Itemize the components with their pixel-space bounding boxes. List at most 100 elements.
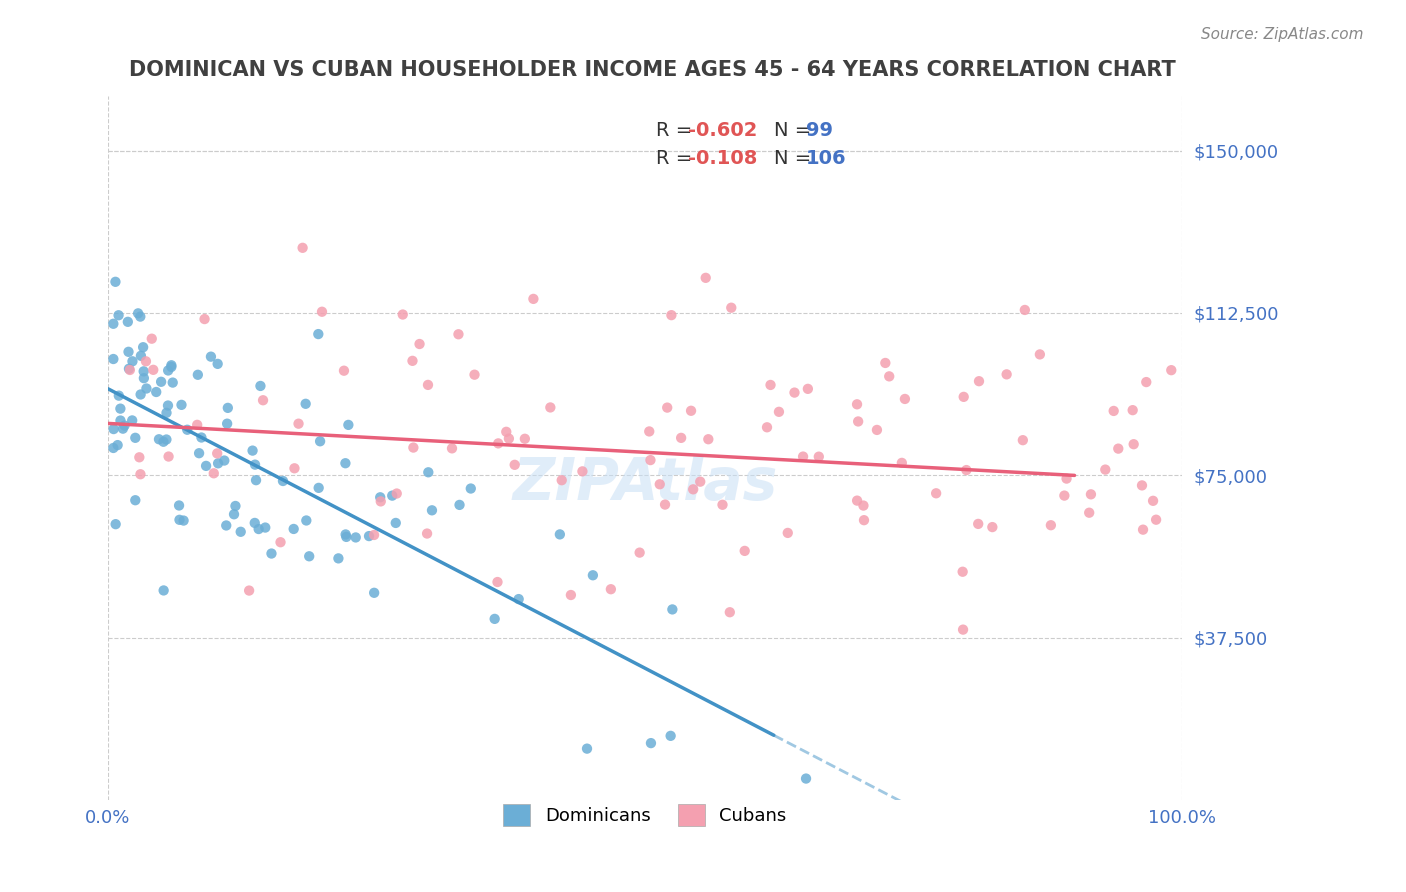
Point xyxy=(132,371,155,385)
Point xyxy=(155,406,177,420)
Point xyxy=(124,493,146,508)
Point xyxy=(363,528,385,542)
Point xyxy=(385,486,408,500)
Point xyxy=(967,516,990,531)
Point xyxy=(291,241,314,255)
Point xyxy=(1122,437,1144,451)
Point xyxy=(214,453,236,467)
Point xyxy=(503,458,526,472)
Point xyxy=(129,467,152,482)
Point xyxy=(759,378,782,392)
Point xyxy=(718,605,741,619)
Point xyxy=(335,456,357,470)
Point xyxy=(156,399,179,413)
Point xyxy=(797,382,820,396)
Point xyxy=(145,384,167,399)
Point xyxy=(381,489,404,503)
Point xyxy=(157,450,180,464)
Text: -0.108: -0.108 xyxy=(688,149,758,169)
Point xyxy=(142,363,165,377)
Point xyxy=(205,446,228,460)
Point xyxy=(1144,513,1167,527)
Point xyxy=(460,482,482,496)
Point xyxy=(1011,433,1033,447)
Point xyxy=(121,354,143,368)
Point xyxy=(551,473,574,487)
Point xyxy=(229,524,252,539)
Point xyxy=(124,431,146,445)
Point xyxy=(498,432,520,446)
Point xyxy=(852,499,875,513)
Point xyxy=(129,349,152,363)
Point xyxy=(307,327,329,342)
Point xyxy=(1132,523,1154,537)
Point xyxy=(756,420,779,434)
Point xyxy=(1102,404,1125,418)
Point xyxy=(513,432,536,446)
Point xyxy=(408,337,430,351)
Point xyxy=(853,513,876,527)
Point xyxy=(952,390,974,404)
Text: R =: R = xyxy=(655,121,699,140)
Point xyxy=(628,546,651,560)
Point xyxy=(661,308,683,322)
Point xyxy=(669,431,692,445)
Point xyxy=(495,425,517,439)
Point xyxy=(103,441,125,455)
Point xyxy=(114,418,136,433)
Point xyxy=(576,741,599,756)
Point xyxy=(217,417,239,431)
Point xyxy=(127,306,149,320)
Point xyxy=(224,499,246,513)
Point xyxy=(363,586,385,600)
Point xyxy=(173,514,195,528)
Point xyxy=(243,516,266,530)
Point xyxy=(238,583,260,598)
Point xyxy=(768,405,790,419)
Point xyxy=(508,592,530,607)
Point xyxy=(952,623,974,637)
Point xyxy=(720,301,742,315)
Point xyxy=(294,397,316,411)
Point xyxy=(129,387,152,401)
Point xyxy=(111,422,134,436)
Point xyxy=(846,397,869,411)
Point xyxy=(925,486,948,500)
Point xyxy=(697,432,720,446)
Point xyxy=(440,442,463,456)
Point xyxy=(368,491,391,505)
Point xyxy=(207,456,229,470)
Point xyxy=(370,494,392,508)
Point xyxy=(560,588,582,602)
Point xyxy=(484,612,506,626)
Point xyxy=(335,527,357,541)
Point xyxy=(243,458,266,472)
Point xyxy=(252,393,274,408)
Point xyxy=(1135,375,1157,389)
Text: 99: 99 xyxy=(806,121,832,140)
Point xyxy=(117,344,139,359)
Point xyxy=(121,413,143,427)
Point xyxy=(659,729,682,743)
Point xyxy=(418,465,440,479)
Point xyxy=(391,308,413,322)
Point xyxy=(689,475,711,489)
Text: ZIPAtlas: ZIPAtlas xyxy=(512,455,778,512)
Point xyxy=(333,364,356,378)
Point xyxy=(132,364,155,378)
Point xyxy=(103,317,125,331)
Point xyxy=(271,474,294,488)
Point xyxy=(148,432,170,446)
Point xyxy=(486,436,509,450)
Point xyxy=(875,356,897,370)
Point xyxy=(254,520,277,534)
Point xyxy=(103,351,125,366)
Point xyxy=(298,549,321,564)
Point xyxy=(141,332,163,346)
Point xyxy=(176,423,198,437)
Point xyxy=(193,312,215,326)
Point xyxy=(995,368,1018,382)
Point xyxy=(245,473,267,487)
Point xyxy=(132,340,155,354)
Point xyxy=(200,350,222,364)
